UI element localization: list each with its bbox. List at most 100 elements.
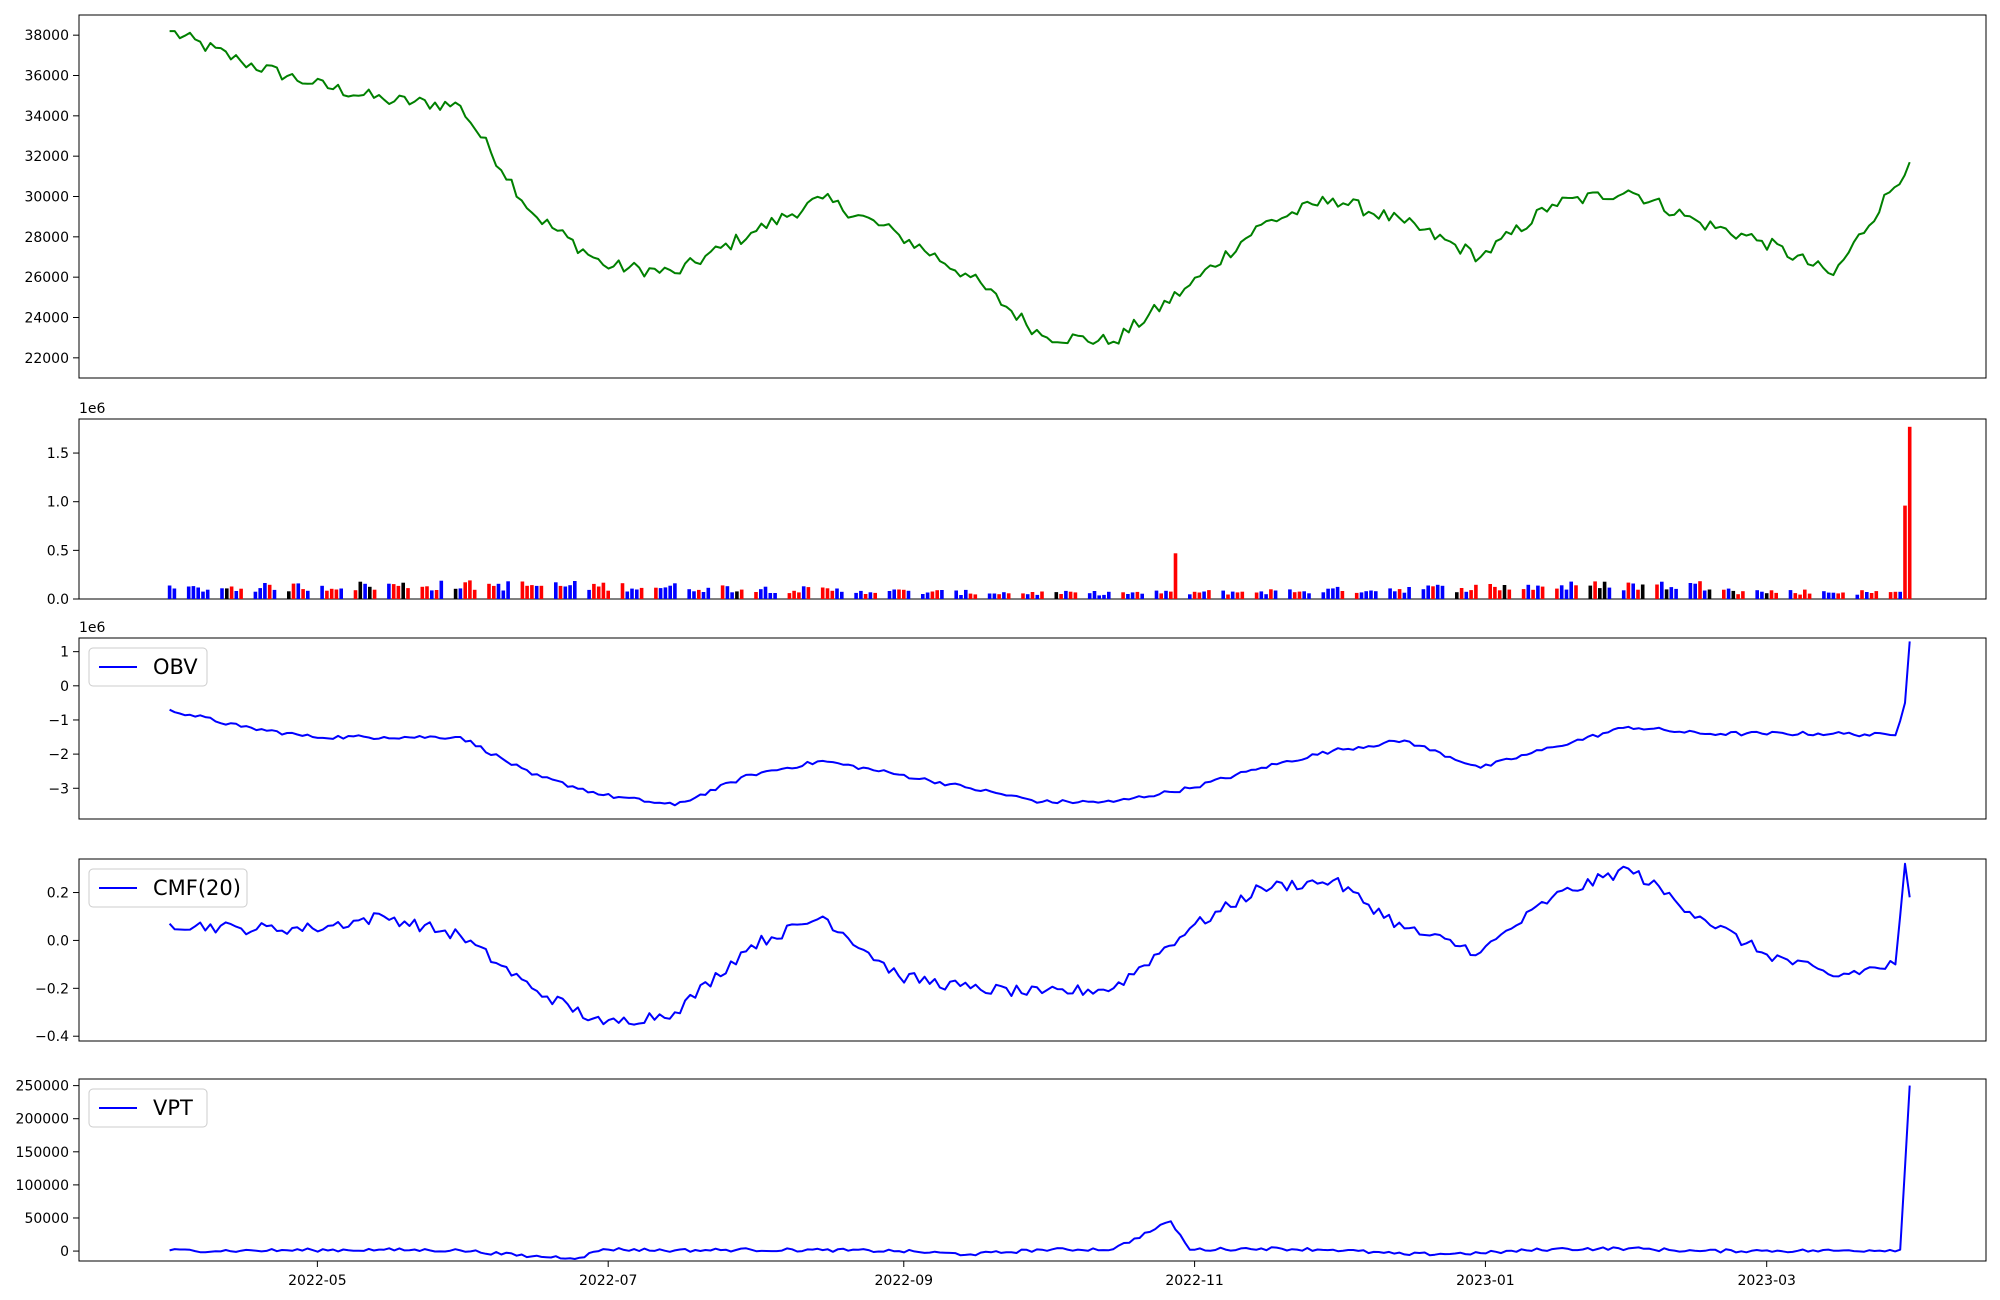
volume-bar: [1407, 587, 1411, 599]
legend: VPT: [88, 1088, 208, 1128]
y-tick-label: 24000: [24, 311, 69, 327]
volume-bar: [773, 593, 777, 599]
volume-bar: [630, 588, 634, 599]
volume-bar: [1021, 593, 1025, 599]
volume-bar: [229, 586, 234, 599]
volume-bar: [396, 585, 401, 599]
volume-bar: [1669, 587, 1674, 599]
volume-bar: [1722, 589, 1726, 599]
x-tick-label: 2023-01: [1456, 1273, 1515, 1289]
volume-bar: [940, 590, 944, 599]
volume-bar: [1140, 593, 1144, 599]
volume-bar: [306, 590, 310, 599]
volume-bar: [654, 587, 658, 599]
volume-bar: [1230, 591, 1235, 599]
volume-bar: [1135, 591, 1140, 599]
volume-bar: [735, 591, 739, 599]
volume-bar: [754, 592, 758, 599]
volume-bar: [1202, 591, 1206, 599]
volume-bar: [902, 589, 906, 599]
volume-bar: [253, 591, 258, 599]
volume-bar: [801, 586, 806, 599]
volume-bar: [267, 584, 272, 599]
volume-bar: [1025, 594, 1030, 599]
volume-bar: [539, 585, 544, 599]
volume-bar: [687, 589, 691, 599]
volume-bar: [1764, 593, 1769, 599]
volume-bar: [530, 585, 534, 599]
volume-bar: [968, 593, 973, 599]
volume-bar: [1774, 592, 1778, 599]
volume-bar: [1240, 591, 1245, 599]
volume-bar: [973, 594, 978, 599]
volume-bar: [172, 588, 177, 599]
volume-bar: [1841, 592, 1845, 599]
volume-bar: [1207, 590, 1211, 599]
volume-bar: [897, 589, 901, 599]
volume-bar: [1169, 591, 1173, 599]
volume-bar: [830, 590, 835, 599]
volume-bar: [868, 592, 873, 599]
volume-bar: [425, 586, 429, 599]
volume-bar: [1226, 594, 1230, 599]
volume-bar: [1588, 585, 1593, 599]
volume-bar: [997, 594, 1001, 599]
volume-bar: [592, 583, 596, 599]
volume-bar: [606, 590, 610, 599]
volume-bar: [1393, 591, 1397, 599]
volume-bar: [1826, 592, 1831, 599]
volume-bar: [1707, 589, 1712, 599]
volume-bar: [1302, 591, 1306, 599]
volume-bar: [301, 589, 305, 599]
volume-bar: [1702, 590, 1707, 599]
volume-bar: [792, 590, 796, 599]
volume-bar: [1054, 592, 1059, 599]
volume-bar: [992, 593, 997, 599]
volume-bar: [1364, 591, 1368, 599]
volume-bar: [272, 589, 277, 599]
volume-bar: [1068, 591, 1073, 599]
volume-bar: [525, 585, 529, 599]
volume-bar: [1469, 590, 1473, 599]
volume-bar: [820, 587, 825, 599]
volume-bar: [1664, 589, 1669, 599]
volume-bar: [258, 588, 262, 599]
volume-bar: [1459, 588, 1464, 599]
volume-bar: [406, 588, 410, 599]
y-tick-label: 0.0: [47, 933, 69, 949]
volume-bar: [1626, 582, 1631, 599]
volume-bar: [325, 590, 329, 599]
volume-bar: [1064, 590, 1068, 599]
volume-bar: [954, 590, 958, 599]
volume-bar: [1698, 581, 1702, 599]
y-tick-label: −1: [48, 713, 69, 729]
volume-bar: [959, 595, 963, 599]
volume-bar: [1102, 594, 1106, 599]
volume-bar: [1455, 592, 1459, 599]
volume-bar: [601, 582, 606, 599]
volume-bar: [1536, 585, 1540, 599]
volume-bar: [1593, 581, 1597, 599]
volume-bar: [1264, 594, 1268, 599]
volume-bar: [1855, 594, 1860, 599]
volume-bar: [496, 583, 501, 599]
y-tick-label: 0.0: [47, 592, 69, 608]
volume-bar: [1464, 591, 1469, 599]
volume-bar: [1474, 584, 1478, 599]
y-tick-label: 0: [60, 1244, 69, 1260]
volume-bar: [1259, 591, 1264, 599]
volume-bar: [873, 592, 877, 599]
series-line: [168, 862, 1911, 1026]
volume-bar: [1760, 591, 1764, 599]
legend-label: VPT: [153, 1096, 193, 1120]
volume-bar: [1874, 591, 1879, 599]
volume-bar: [534, 585, 539, 599]
volume-bar: [1006, 593, 1011, 599]
volume-bar: [1307, 593, 1311, 599]
volume-bar: [1903, 505, 1907, 599]
volume-bar: [501, 590, 506, 599]
volume-bar: [1335, 586, 1340, 599]
volume-bar: [368, 586, 372, 599]
volume-bar: [506, 581, 510, 599]
volume-bar: [1002, 592, 1006, 599]
